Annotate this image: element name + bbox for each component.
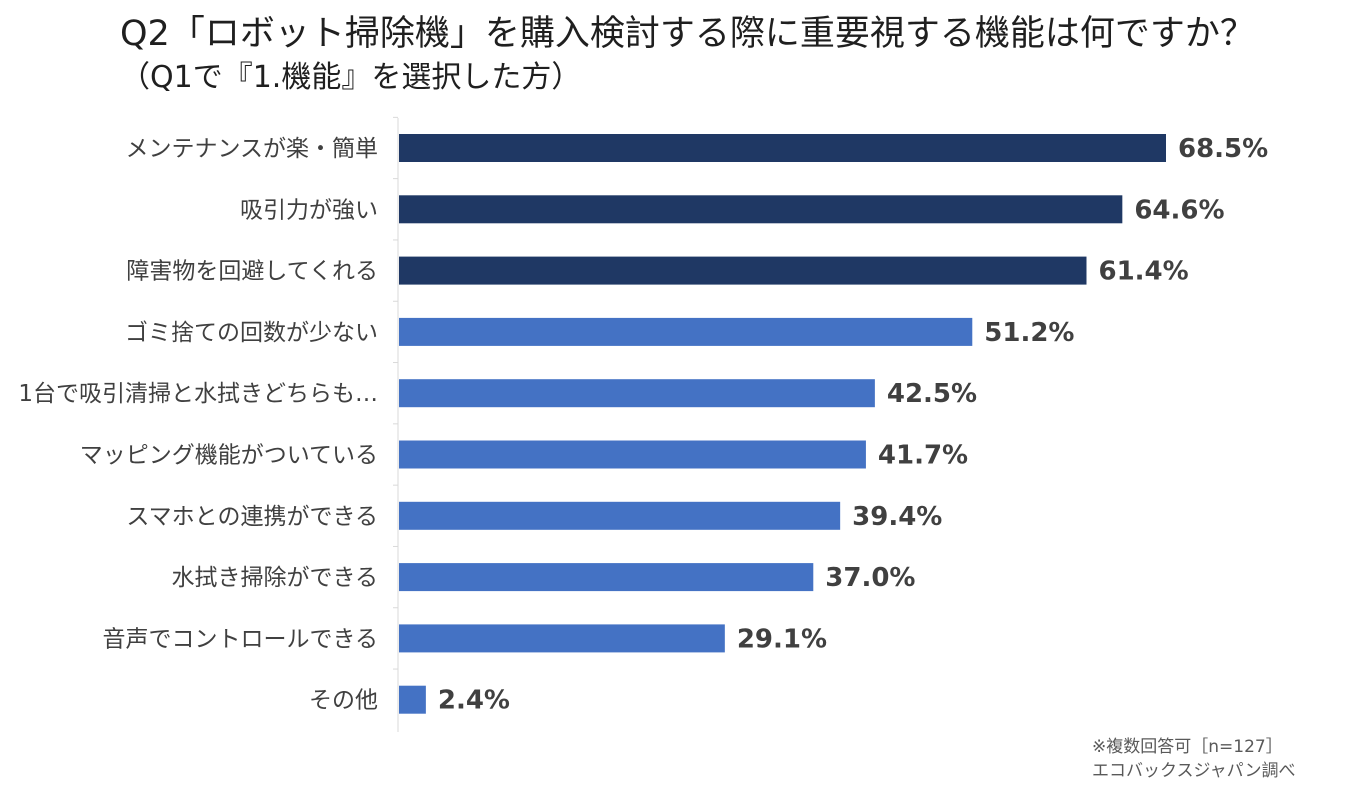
value-label: 68.5% (1178, 134, 1268, 164)
bar (399, 501, 841, 530)
value-label: 51.2% (984, 318, 1074, 348)
bar (399, 256, 1087, 285)
bar (399, 624, 725, 653)
category-label: 吸引力が強い (240, 197, 378, 223)
bar (399, 379, 875, 408)
bar (399, 195, 1123, 224)
source-note: エコバックスジャパン調べ (1092, 761, 1296, 781)
value-label: 41.7% (878, 441, 968, 471)
bar (399, 440, 866, 469)
category-label: スマホとの連携ができる (126, 504, 378, 530)
bar (399, 685, 426, 714)
sample-note: ※複数回答可［n=127］ (1092, 737, 1283, 757)
value-label: 64.6% (1134, 195, 1224, 225)
category-label: 音声でコントロールできる (102, 626, 378, 652)
category-label: 水拭き掃除ができる (171, 565, 378, 591)
category-label: その他 (309, 688, 378, 714)
chart-subtitle: （Q1で『1.機能』を選択した方） (120, 60, 582, 95)
value-label: 2.4% (438, 686, 510, 716)
value-label: 42.5% (887, 379, 977, 409)
bar (399, 134, 1166, 162)
value-label: 61.4% (1099, 257, 1189, 287)
category-label: 障害物を回避してくれる (126, 259, 378, 285)
bar (399, 563, 814, 592)
value-label: 37.0% (825, 563, 915, 593)
category-label: 1台で吸引清掃と水拭きどちらも… (18, 381, 378, 407)
chart-title: Q2「ロボット掃除機」を購入検討する際に重要視する機能は何ですか？ (120, 14, 1255, 54)
category-label: マッピング機能がついている (80, 443, 378, 469)
bars-layer: メンテナンスが楽・簡単 68.5% 吸引力が強い 64.6% 障害物を回避してくれる 61… (18, 116, 1268, 716)
category-label: ゴミ捨ての回数が少ない (125, 320, 378, 346)
value-label: 39.4% (852, 502, 942, 532)
bar (399, 317, 973, 346)
category-label: メンテナンスが楽・簡単 (125, 136, 378, 162)
value-label: 29.1% (737, 624, 827, 654)
